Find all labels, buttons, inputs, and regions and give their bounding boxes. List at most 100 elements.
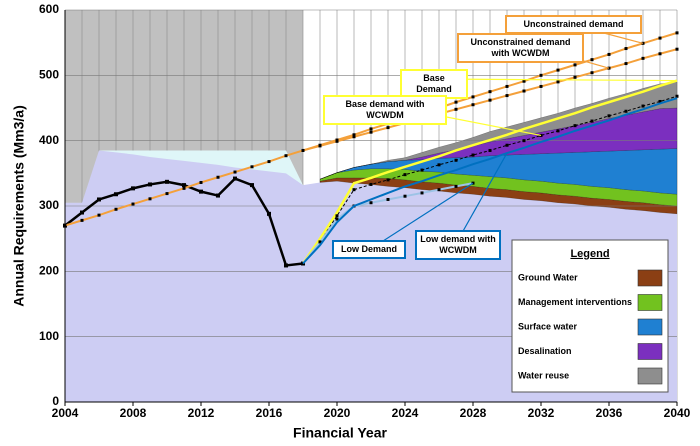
x-tick-label: 2032 (528, 406, 555, 420)
marker (454, 100, 458, 104)
marker (97, 197, 101, 202)
marker (488, 90, 492, 94)
y-tick-label: 100 (39, 329, 59, 343)
callout: Low Demand (332, 240, 406, 259)
marker (403, 173, 407, 177)
marker (658, 52, 662, 56)
y-tick-label: 300 (39, 198, 59, 212)
marker (131, 186, 135, 191)
marker (335, 139, 339, 143)
marker (216, 175, 220, 179)
marker (369, 182, 373, 186)
marker (675, 31, 679, 35)
legend-label: Surface water (518, 321, 578, 331)
callout: Unconstrained demand (505, 15, 642, 34)
x-tick-label: 2020 (324, 406, 351, 420)
y-tick-label: 0 (52, 394, 59, 408)
x-tick-label: 2004 (52, 406, 79, 420)
marker (420, 191, 424, 195)
callout-pointer (368, 182, 474, 251)
marker (369, 201, 373, 205)
callout: Low demand with WCWDM (415, 230, 501, 260)
marker (488, 148, 492, 152)
x-tick-label: 2028 (460, 406, 487, 420)
marker (403, 194, 407, 198)
marker (522, 139, 526, 143)
legend-swatch (637, 343, 663, 360)
marker (80, 218, 84, 222)
marker (454, 158, 458, 162)
marker (335, 214, 339, 218)
marker (335, 217, 339, 221)
callout-pointer (433, 78, 678, 82)
legend-label: Ground Water (518, 272, 578, 282)
legend-swatch (637, 294, 663, 311)
marker (641, 104, 645, 108)
x-tick-label: 2024 (392, 406, 419, 420)
marker (114, 192, 118, 197)
x-tick-label: 2016 (256, 406, 283, 420)
marker (386, 126, 390, 130)
marker (131, 202, 135, 206)
marker (148, 182, 152, 187)
marker (573, 75, 577, 79)
marker (352, 135, 356, 139)
marker (165, 192, 169, 196)
marker (590, 71, 594, 75)
y-tick-label: 500 (39, 68, 59, 82)
area (319, 148, 678, 195)
y-tick-label: 600 (39, 2, 59, 16)
marker (573, 63, 577, 67)
x-tick-label: 2040 (664, 406, 691, 420)
marker (369, 130, 373, 134)
legend-title: Legend (570, 248, 609, 260)
marker (182, 183, 186, 188)
x-axis-title: Financial Year (293, 425, 387, 441)
marker (539, 73, 543, 77)
marker (658, 99, 662, 103)
marker (199, 189, 203, 194)
marker (590, 119, 594, 123)
x-tick-label: 2012 (188, 406, 215, 420)
legend-swatch (637, 269, 663, 287)
marker (454, 184, 458, 188)
marker (522, 89, 526, 93)
marker (675, 47, 679, 51)
marker (165, 179, 169, 184)
callout: Base Demand (400, 69, 468, 99)
marker (318, 240, 322, 244)
marker (488, 98, 492, 102)
legend-label: Management interventions (518, 297, 632, 307)
marker (624, 47, 628, 51)
marker (284, 154, 288, 158)
callout-pointer (457, 152, 508, 241)
legend-label: Desalination (518, 346, 572, 356)
marker (505, 94, 509, 98)
marker (369, 127, 373, 131)
marker (590, 58, 594, 62)
legend-swatch (637, 367, 663, 385)
marker (114, 207, 118, 211)
marker (658, 36, 662, 40)
marker (505, 84, 509, 88)
marker (607, 114, 611, 118)
marker (437, 188, 441, 192)
marker (539, 84, 543, 88)
marker (573, 124, 577, 128)
marker (471, 103, 475, 107)
line (301, 79, 678, 265)
marker (250, 183, 254, 188)
marker (97, 213, 101, 217)
marker (250, 165, 254, 169)
marker (386, 197, 390, 201)
marker (80, 210, 84, 215)
marker (471, 95, 475, 99)
marker (624, 62, 628, 66)
marker (386, 178, 390, 182)
marker (556, 68, 560, 72)
marker (318, 144, 322, 148)
x-tick-label: 2008 (120, 406, 147, 420)
marker (267, 160, 271, 164)
marker (675, 94, 679, 98)
